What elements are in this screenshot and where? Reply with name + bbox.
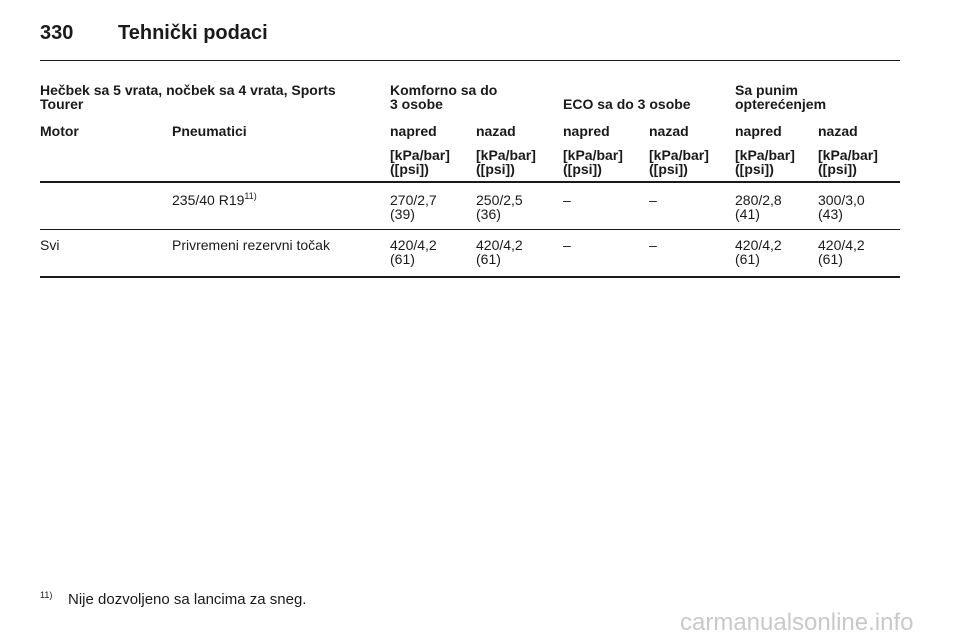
table-cell: (61) xyxy=(818,251,843,267)
table-cell: 420/4,2 xyxy=(735,237,782,253)
column-header: napred xyxy=(390,123,437,139)
cell-text: 235/40 R19 xyxy=(172,192,245,208)
table-cell: Privremeni rezervni točak xyxy=(172,237,330,253)
unit-label: ([psi]) xyxy=(735,161,774,177)
unit-label: [kPa/bar] xyxy=(649,147,709,163)
group-header: Komforno sa do xyxy=(390,82,498,98)
table-cell: 250/2,5 xyxy=(476,192,523,208)
table-cell: (41) xyxy=(735,206,760,222)
unit-label: ([psi]) xyxy=(649,161,688,177)
table-cell: 420/4,2 xyxy=(818,237,865,253)
table-cell: (39) xyxy=(390,206,415,222)
table-cell: 280/2,8 xyxy=(735,192,782,208)
unit-label: [kPa/bar] xyxy=(390,147,450,163)
group-header: 3 osobe xyxy=(390,96,443,112)
unit-label: ([psi]) xyxy=(390,161,429,177)
page-title: Tehnički podaci xyxy=(118,22,268,44)
table-cell: – xyxy=(563,192,571,208)
table-cell: – xyxy=(649,237,657,253)
column-header: napred xyxy=(735,123,782,139)
row-rule xyxy=(40,229,900,230)
column-header: nazad xyxy=(818,123,858,139)
footnote-text: Nije dozvoljeno sa lancima za sneg. xyxy=(68,591,307,608)
table-cell: 420/4,2 xyxy=(390,237,437,253)
table-rule xyxy=(40,276,900,278)
column-header: Motor xyxy=(40,123,79,139)
table-cell: (61) xyxy=(390,251,415,267)
table-cell: 270/2,7 xyxy=(390,192,437,208)
table-rule xyxy=(40,181,900,183)
group-header: Tourer xyxy=(40,96,84,112)
unit-label: ([psi]) xyxy=(476,161,515,177)
unit-label: ([psi]) xyxy=(818,161,857,177)
watermark: carmanualsonline.info xyxy=(680,609,914,636)
header-rule xyxy=(40,60,900,61)
table-cell: (43) xyxy=(818,206,843,222)
table-cell: – xyxy=(563,237,571,253)
unit-label: [kPa/bar] xyxy=(735,147,795,163)
group-header: ECO sa do 3 osobe xyxy=(563,96,691,112)
table-cell: (36) xyxy=(476,206,501,222)
table-cell: (61) xyxy=(476,251,501,267)
column-header: Pneumatici xyxy=(172,123,247,139)
group-header: Sa punim xyxy=(735,82,799,98)
table-cell: (61) xyxy=(735,251,760,267)
unit-label: [kPa/bar] xyxy=(563,147,623,163)
table-cell: 300/3,0 xyxy=(818,192,865,208)
footnote-ref: 11) xyxy=(244,191,257,201)
group-header: Hečbek sa 5 vrata, nočbek sa 4 vrata, Sp… xyxy=(40,82,336,98)
column-header: nazad xyxy=(476,123,516,139)
group-header: opterećenjem xyxy=(735,96,827,112)
column-header: napred xyxy=(563,123,610,139)
unit-label: ([psi]) xyxy=(563,161,602,177)
unit-label: [kPa/bar] xyxy=(476,147,536,163)
table-cell: Svi xyxy=(40,237,60,253)
table-cell: 235/40 R1911) xyxy=(172,191,257,208)
table-cell: – xyxy=(649,192,657,208)
column-header: nazad xyxy=(649,123,689,139)
footnote-mark: 11) xyxy=(40,590,53,600)
page-number: 330 xyxy=(40,22,74,44)
unit-label: [kPa/bar] xyxy=(818,147,878,163)
table-cell: 420/4,2 xyxy=(476,237,523,253)
